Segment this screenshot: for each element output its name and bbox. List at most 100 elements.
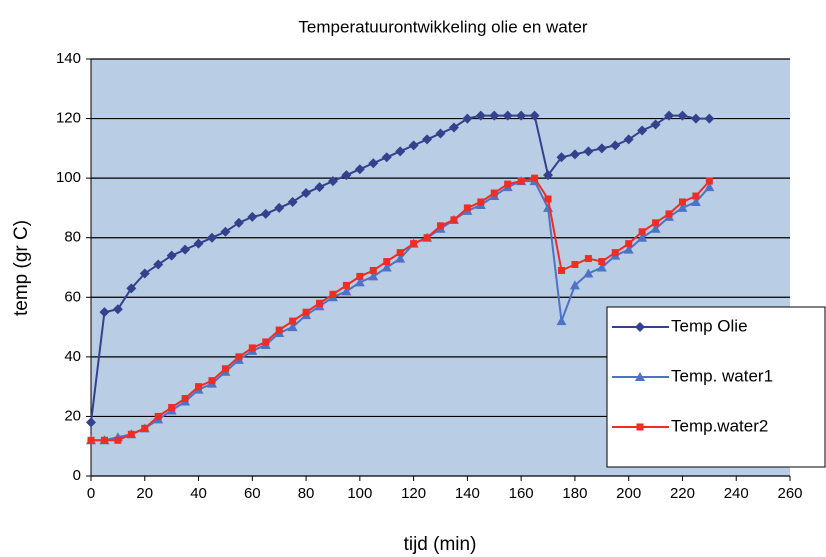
marker — [705, 177, 713, 185]
x-tick-label: 200 — [616, 485, 641, 502]
marker — [636, 423, 644, 431]
marker — [354, 277, 365, 287]
marker — [410, 240, 418, 248]
marker — [341, 170, 352, 181]
x-axis-title: tijd (min) — [404, 534, 477, 555]
x-tick-label: 260 — [777, 485, 802, 502]
marker — [193, 238, 204, 249]
marker — [596, 262, 607, 272]
marker — [206, 232, 217, 243]
marker — [450, 216, 458, 224]
marker — [677, 202, 688, 212]
y-tick-label: 40 — [64, 348, 81, 365]
marker — [529, 110, 540, 121]
marker — [583, 146, 594, 157]
marker — [181, 395, 189, 403]
x-tick-label: 20 — [136, 485, 153, 502]
marker — [126, 283, 137, 294]
marker — [301, 188, 312, 199]
marker — [517, 177, 525, 185]
marker — [531, 174, 539, 182]
marker — [704, 182, 715, 192]
marker — [516, 110, 527, 121]
marker — [650, 119, 661, 130]
marker — [275, 326, 283, 334]
marker — [448, 122, 459, 133]
marker — [610, 140, 621, 151]
marker — [127, 430, 135, 438]
marker — [356, 272, 364, 280]
y-axis-title: temp (gr C) — [11, 220, 32, 316]
y-tick-label: 60 — [64, 288, 81, 305]
marker — [327, 176, 338, 187]
marker — [557, 266, 565, 274]
marker — [490, 189, 498, 197]
marker — [260, 208, 271, 219]
marker — [569, 280, 580, 290]
marker — [556, 316, 567, 326]
marker — [637, 125, 648, 136]
marker — [302, 308, 310, 316]
marker — [556, 152, 567, 163]
marker — [208, 377, 216, 385]
marker — [342, 281, 350, 289]
marker — [635, 322, 645, 332]
marker — [625, 240, 633, 248]
x-tick-label: 100 — [347, 485, 372, 502]
marker — [341, 286, 352, 296]
marker — [543, 170, 554, 181]
x-tick-label: 160 — [509, 485, 534, 502]
marker — [704, 113, 715, 124]
marker — [289, 317, 297, 325]
marker — [422, 134, 433, 145]
x-tick-label: 0 — [87, 485, 95, 502]
legend-box — [606, 306, 826, 468]
marker — [168, 403, 176, 411]
marker — [611, 249, 619, 257]
x-tick-label: 180 — [562, 485, 587, 502]
chart-title: Temperatuurontwikkeling olie en water — [298, 17, 587, 36]
x-tick-label: 60 — [244, 485, 261, 502]
y-tick-label: 140 — [56, 50, 81, 67]
marker — [677, 110, 688, 121]
marker — [316, 299, 324, 307]
marker — [690, 113, 701, 124]
marker — [395, 146, 406, 157]
marker — [141, 424, 149, 432]
marker — [598, 258, 606, 266]
marker — [596, 143, 607, 154]
marker — [408, 140, 419, 151]
marker — [233, 217, 244, 228]
marker — [678, 198, 686, 206]
marker — [381, 152, 392, 163]
marker — [583, 268, 594, 278]
marker — [369, 266, 377, 274]
marker — [462, 113, 473, 124]
marker — [100, 436, 108, 444]
marker — [489, 110, 500, 121]
marker — [112, 304, 123, 315]
marker — [248, 344, 256, 352]
marker — [274, 202, 285, 213]
marker — [423, 234, 431, 242]
x-tick-label: 240 — [724, 485, 749, 502]
marker — [650, 223, 661, 233]
marker — [395, 253, 406, 263]
marker — [368, 271, 379, 281]
legend-label: Temp Olie — [671, 316, 748, 335]
y-tick-label: 100 — [56, 169, 81, 186]
marker — [86, 417, 96, 428]
marker — [235, 353, 243, 361]
marker — [569, 149, 580, 160]
marker — [623, 244, 634, 254]
marker — [114, 436, 122, 444]
marker — [139, 268, 150, 279]
marker — [87, 436, 95, 444]
marker — [195, 383, 203, 391]
marker — [329, 290, 337, 298]
marker — [690, 196, 701, 206]
marker — [99, 307, 110, 318]
x-tick-label: 80 — [298, 485, 315, 502]
marker — [637, 232, 648, 242]
marker — [571, 261, 579, 269]
